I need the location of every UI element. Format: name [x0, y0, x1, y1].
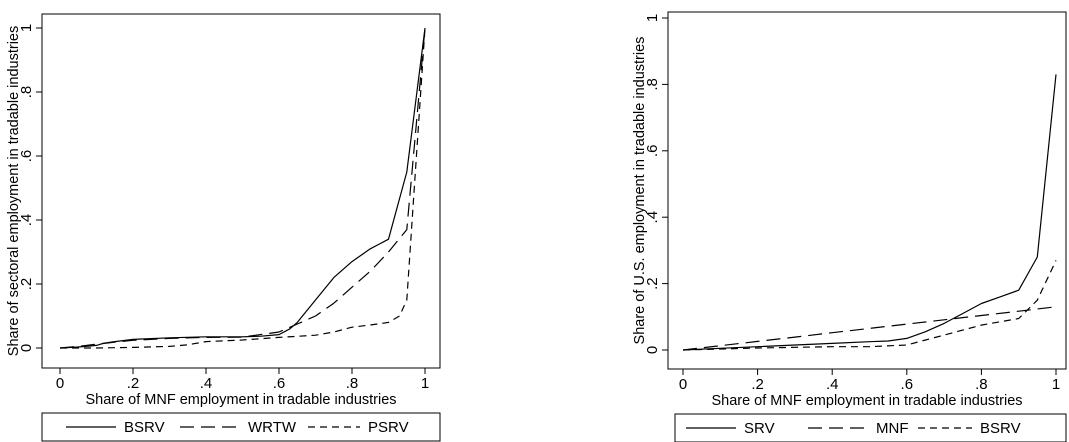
- x-tick-label: 0: [679, 376, 687, 393]
- legend: SRV MNF BSRV: [674, 413, 1067, 442]
- y-tick-label: .4: [18, 214, 35, 227]
- y-tick-label: .8: [644, 78, 661, 91]
- x-tick-label: .6: [273, 375, 286, 392]
- legend-label-mnf: MNF: [876, 420, 909, 437]
- y-tick-label: .2: [644, 277, 661, 290]
- legend-label-psrv: PSRV: [368, 419, 409, 436]
- x-tick-label: .4: [826, 376, 839, 393]
- legend-label-bsrv: BSRV: [980, 420, 1021, 437]
- y-tick-label: .6: [18, 150, 35, 163]
- series-line-wrtw: [59, 27, 426, 349]
- y-axis-title: Share of sectoral employment in tradable…: [6, 26, 22, 356]
- series-line-bsrv: [59, 27, 426, 349]
- y-tick-label: .8: [18, 86, 35, 99]
- y-tick-label: .6: [644, 145, 661, 158]
- y-tick-label: 1: [18, 24, 35, 32]
- x-tick-label: .4: [200, 375, 213, 392]
- plot-frame: [41, 13, 441, 369]
- x-tick-label: .8: [975, 376, 988, 393]
- x-tick-label: .2: [127, 375, 140, 392]
- x-axis-title: Share of MNF employment in tradable indu…: [711, 393, 1022, 409]
- plot-frame: [667, 11, 1067, 370]
- y-tick-label: 1: [644, 14, 661, 22]
- series-line-psrv: [60, 27, 426, 349]
- legend-label-bsrv: BSRV: [124, 419, 165, 436]
- y-axis-title: Share of U.S. employment in tradable ind…: [632, 37, 648, 345]
- series-line-mnf: [682, 306, 1057, 351]
- x-tick-label: .8: [346, 375, 359, 392]
- legend-label-srv: SRV: [744, 420, 775, 437]
- y-tick-label: .4: [644, 211, 661, 224]
- x-tick-label: 0: [56, 375, 64, 392]
- legend: BSRV WRTW PSRV: [41, 412, 441, 442]
- legend-label-wrtw: WRTW: [248, 419, 297, 436]
- legend-box: [674, 413, 1067, 442]
- right-chart-panel: 0 .2 .4 .6 .8 1 0 .2 .4 .6 .8 1 Share of MNF employm…: [632, 11, 1067, 442]
- series-line-bsrv: [682, 260, 1057, 351]
- y-tick-label: 0: [644, 346, 661, 354]
- y-tick-label: .2: [18, 278, 35, 291]
- x-tick-label: .2: [751, 376, 764, 393]
- x-axis-title: Share of MNF employment in tradable indu…: [85, 392, 396, 408]
- y-tick-label: 0: [18, 344, 35, 352]
- x-tick-label: 1: [1052, 376, 1060, 393]
- left-chart-panel: 0 .2 .4 .6 .8 1 0 .2 .4 .6 .8 1 Share of MNF employm…: [6, 13, 441, 442]
- x-tick-label: 1: [421, 375, 429, 392]
- series-line-srv: [682, 74, 1057, 351]
- x-tick-label: .6: [901, 376, 914, 393]
